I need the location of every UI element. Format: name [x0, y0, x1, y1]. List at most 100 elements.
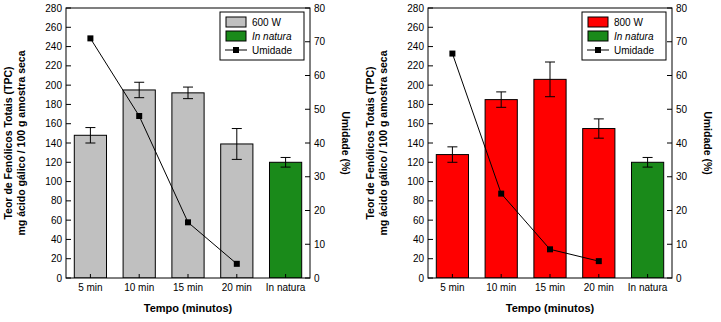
bar	[123, 90, 155, 278]
bar	[631, 162, 663, 278]
x-tick	[285, 274, 286, 278]
y2-tick-label: 30	[676, 171, 688, 182]
y-tick	[66, 200, 71, 201]
legend-box	[582, 12, 666, 60]
y-tick-label: 180	[45, 99, 62, 110]
x-tick	[139, 274, 140, 278]
y-tick	[428, 181, 433, 182]
x-tick-label: 10 min	[124, 282, 154, 293]
y-tick-label: 0	[418, 273, 424, 284]
y-tick-label: 260	[407, 22, 424, 33]
y2-tick	[667, 143, 672, 144]
legend-label: In natura	[614, 31, 654, 42]
y-tick-label: 160	[407, 118, 424, 129]
error-stem	[139, 82, 140, 97]
error-stem	[647, 157, 648, 167]
y2-tick-label: 50	[314, 104, 326, 115]
x-tick	[647, 274, 648, 278]
legend-marker	[595, 47, 601, 53]
y2-tick-label: 50	[676, 104, 688, 115]
error-bar	[134, 82, 144, 97]
bar	[221, 144, 253, 278]
y-tick	[428, 239, 433, 240]
y-tick-label: 40	[413, 234, 425, 245]
y-axis-title: Teor de Fenólicos Totais (TPC)	[364, 66, 376, 219]
y-tick-label: 20	[413, 253, 425, 264]
legend: 600 WIn naturaUmidade	[220, 12, 304, 60]
y2-tick-label: 40	[676, 138, 688, 149]
y2-tick-label: 60	[676, 70, 688, 81]
legend-label: In natura	[252, 31, 292, 42]
error-cap	[545, 96, 555, 97]
y2-tick-label: 0	[314, 273, 320, 284]
y-tick	[428, 65, 433, 66]
error-stem	[550, 62, 551, 97]
error-bar	[496, 92, 506, 107]
y-tick-label: 280	[407, 3, 424, 14]
y2-tick-label: 80	[676, 3, 688, 14]
y-tick	[428, 27, 433, 28]
y2-tick	[667, 278, 672, 279]
y-tick	[66, 220, 71, 221]
y-tick-label: 100	[45, 176, 62, 187]
error-cap	[232, 128, 242, 129]
y-tick-label: 0	[56, 273, 62, 284]
error-cap	[232, 159, 242, 160]
y-tick-label: 200	[45, 80, 62, 91]
x-tick-label: 5 min	[440, 282, 464, 293]
legend-swatch	[588, 17, 608, 27]
y-tick-label: 100	[407, 176, 424, 187]
y2-tick	[305, 8, 310, 9]
y-tick	[428, 200, 433, 201]
y-tick-label: 180	[407, 99, 424, 110]
error-bar	[643, 157, 653, 167]
y2-axis-title: Umidade (%)	[702, 111, 714, 175]
marker	[596, 258, 602, 264]
x-tick-label: 20 min	[584, 282, 614, 293]
error-cap	[85, 127, 95, 128]
y2-tick-label: 60	[314, 70, 326, 81]
error-stem	[598, 119, 599, 138]
legend-label: Umidade	[614, 45, 654, 56]
y-tick	[66, 8, 71, 9]
y2-tick	[667, 176, 672, 177]
y2-tick-label: 80	[314, 3, 326, 14]
y-tick-label: 260	[45, 22, 62, 33]
error-stem	[236, 129, 237, 160]
y-tick	[66, 162, 71, 163]
bar	[485, 100, 517, 278]
error-cap	[281, 157, 291, 158]
error-stem	[501, 92, 502, 107]
y-tick	[428, 123, 433, 124]
error-cap	[183, 98, 193, 99]
marker	[185, 219, 191, 225]
legend-swatch	[226, 31, 246, 41]
error-cap	[496, 91, 506, 92]
bar	[269, 162, 301, 278]
y2-tick-label: 70	[314, 36, 326, 47]
x-tick	[501, 274, 502, 278]
y-tick	[428, 220, 433, 221]
error-bar	[232, 129, 242, 160]
legend-swatch	[226, 17, 246, 27]
y2-tick	[305, 41, 310, 42]
error-cap	[134, 82, 144, 83]
error-stem	[452, 147, 453, 162]
plot-area	[74, 35, 301, 278]
error-cap	[447, 146, 457, 147]
y-tick	[428, 46, 433, 47]
marker	[449, 51, 455, 57]
marker	[547, 246, 553, 252]
legend-marker	[233, 47, 239, 53]
y-tick	[428, 104, 433, 105]
y2-tick	[667, 210, 672, 211]
x-tick	[188, 274, 189, 278]
y-tick	[66, 104, 71, 105]
y-tick-label: 160	[45, 118, 62, 129]
y2-tick-label: 0	[676, 273, 682, 284]
y2-tick	[667, 244, 672, 245]
y-tick	[66, 278, 71, 279]
chart: 0204060801001201401601802002202402602800…	[364, 3, 714, 315]
y2-tick	[667, 8, 672, 9]
y-tick	[66, 123, 71, 124]
